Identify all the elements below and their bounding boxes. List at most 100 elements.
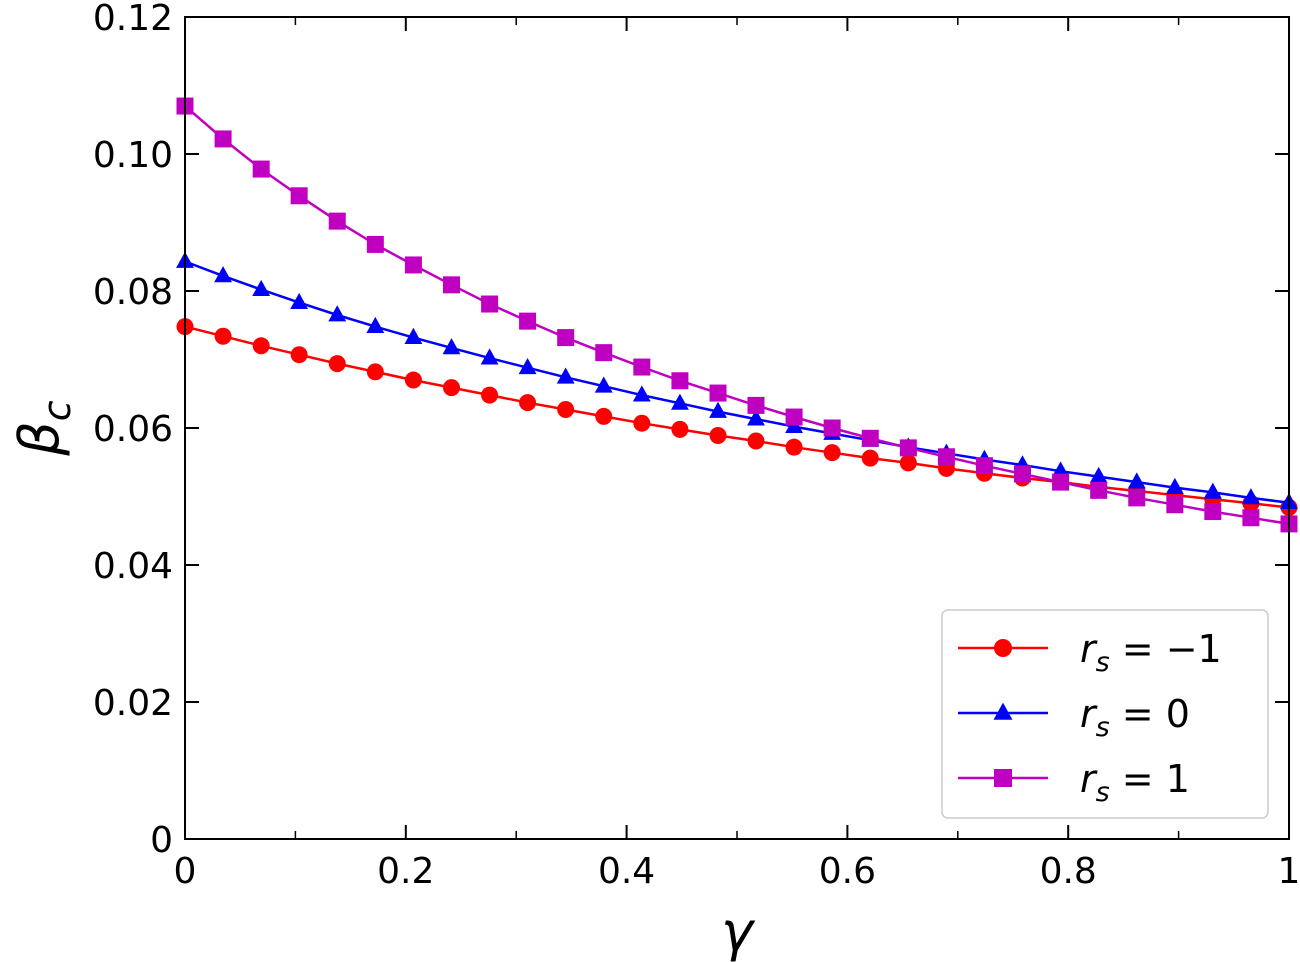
data-point [595, 407, 613, 425]
x-tick-label: 0.4 [598, 851, 655, 892]
data-point [252, 337, 270, 355]
data-point [366, 363, 384, 381]
data-point [442, 338, 461, 355]
data-point [1166, 496, 1184, 514]
data-point [328, 305, 347, 322]
ticks-layer [184, 16, 1290, 840]
data-point [595, 344, 613, 362]
data-point [1052, 473, 1070, 491]
data-point [404, 371, 422, 389]
data-point [594, 376, 613, 393]
data-point [861, 449, 879, 467]
data-point [670, 393, 689, 410]
legend-label: rs = 1 [1080, 757, 1190, 808]
data-point [899, 439, 917, 457]
x-axis-title: γ [721, 900, 756, 962]
data-point [671, 372, 689, 390]
data-point [557, 401, 575, 419]
data-point [709, 384, 727, 402]
data-point [1242, 509, 1260, 527]
data-point [252, 279, 271, 297]
series-line [184, 105, 1290, 526]
data-point [1090, 481, 1108, 499]
data-point [443, 276, 461, 294]
data-point [214, 327, 232, 345]
x-tick-label: 0 [174, 851, 197, 892]
data-point [633, 414, 651, 432]
legend-label-rel: = [1110, 692, 1166, 736]
data-point [366, 235, 384, 253]
x-tick-label: 0.6 [819, 851, 876, 892]
data-point [671, 420, 689, 438]
data-point [785, 438, 803, 456]
data-point [747, 396, 765, 414]
data-point [1089, 466, 1108, 484]
tick-labels-layer: 0 0.2 0.4 0.6 0.8 1 0 0.02 0.04 0.06 0.08 0.10 0.12 [93, 0, 1300, 892]
legend-label-var: r [1080, 627, 1098, 671]
data-point [480, 348, 499, 365]
x-tick-label: 0.8 [1040, 851, 1097, 892]
legend-label: rs = −1 [1080, 627, 1222, 678]
legend-marker [994, 769, 1012, 787]
data-point [1128, 489, 1146, 507]
legend-label-sub: s [1096, 777, 1110, 808]
series-line [184, 260, 1290, 504]
legend-label-val: 1 [1166, 757, 1190, 801]
data-point [785, 408, 803, 426]
data-point [1013, 465, 1031, 483]
series-1 [176, 251, 1298, 510]
legend-entry-1: rs = 0 [958, 692, 1190, 743]
y-tick-label: 0.10 [93, 135, 173, 176]
data-point [290, 292, 309, 310]
y-axis-title-subscript: c [35, 400, 79, 421]
data-point [518, 357, 537, 375]
data-point [290, 346, 308, 364]
data-point [443, 379, 461, 397]
y-tick-label: 0.08 [93, 272, 173, 313]
data-point [709, 427, 727, 445]
data-point [404, 256, 422, 274]
legend-box [941, 609, 1269, 819]
legend-label-var: r [1080, 757, 1098, 801]
y-tick-label: 0.04 [93, 546, 173, 587]
legend-marker [993, 702, 1013, 720]
data-point [214, 130, 232, 148]
legend-label-var: r [1080, 692, 1098, 736]
data-point [557, 329, 575, 347]
data-point [633, 358, 651, 376]
data-point [747, 432, 765, 450]
y-axis-title: βc [8, 400, 79, 456]
data-point [366, 316, 385, 333]
data-point [404, 327, 423, 344]
legend-marker [994, 639, 1012, 657]
legend-label-sub: s [1096, 712, 1110, 743]
legend-label-sub: s [1096, 647, 1110, 678]
data-point [899, 454, 917, 472]
series-layer [176, 97, 1298, 533]
legend-label-val: −1 [1166, 627, 1222, 671]
x-tick-label: 0.2 [377, 851, 434, 892]
legend: rs = −1rs = 0rs = 1 [941, 609, 1269, 819]
data-point [519, 312, 537, 330]
data-point [1051, 461, 1070, 478]
data-point [214, 266, 233, 283]
data-point [519, 394, 537, 412]
data-point [823, 419, 841, 437]
data-point [556, 367, 575, 384]
data-point [823, 444, 841, 462]
legend-entries: rs = −1rs = 0rs = 1 [958, 627, 1222, 808]
y-tick-label: 0.06 [93, 409, 173, 450]
legend-label: rs = 0 [1080, 692, 1190, 743]
data-point [481, 386, 499, 404]
series-2 [176, 97, 1298, 533]
data-point [632, 385, 651, 402]
data-point [328, 355, 346, 373]
y-tick-label: 0.12 [93, 0, 173, 39]
data-point [252, 160, 270, 178]
data-point [975, 457, 993, 475]
data-point [709, 401, 727, 418]
y-axis-title-symbol: β [8, 421, 71, 456]
x-tick-label: 1 [1278, 851, 1300, 892]
legend-label-rel: = [1110, 627, 1166, 671]
